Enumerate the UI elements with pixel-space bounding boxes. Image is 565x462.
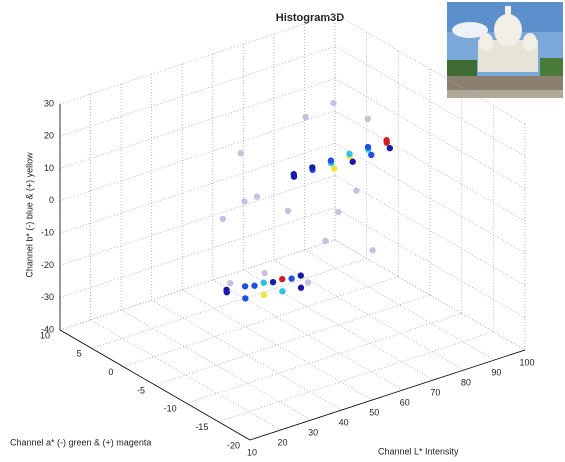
grid-line: [182, 289, 373, 401]
z-tick-label: -10: [41, 228, 54, 238]
y-tick-label: -5: [137, 385, 145, 395]
z-tick-label: -30: [41, 292, 54, 302]
x-axis-label: Channel L* Intensity: [378, 446, 459, 456]
chart-title: Histogram3D: [276, 12, 345, 24]
x-tick-label: 40: [339, 417, 349, 427]
data-point: [290, 171, 297, 178]
grid-line: [212, 279, 403, 391]
grid-line: [334, 78, 526, 189]
data-point: [251, 282, 258, 289]
grid-line: [334, 13, 526, 125]
data-point: [241, 283, 249, 290]
grid-line: [334, 207, 526, 319]
data-point: [297, 272, 304, 279]
axis-line: [59, 329, 251, 441]
data-point: [309, 164, 316, 171]
x-tick-label: 90: [491, 367, 501, 377]
z-tick-label: 30: [44, 98, 54, 108]
grid-line: [59, 78, 336, 169]
grid-line: [334, 45, 526, 157]
data-point: [369, 247, 376, 254]
data-point: [241, 198, 248, 205]
grid-line: [304, 249, 495, 361]
data-point: [368, 151, 375, 159]
data-point: [383, 137, 390, 144]
data-point: [237, 149, 244, 157]
grid-line: [334, 142, 526, 254]
x-tick-label: 10: [247, 447, 257, 457]
data-point: [260, 279, 267, 286]
data-point: [297, 284, 305, 291]
data-point: [364, 115, 371, 122]
photo-thumbnail: [447, 2, 563, 98]
data-point: [227, 280, 234, 287]
data-point: [279, 288, 286, 295]
grid-line: [59, 207, 336, 299]
data-point: [346, 150, 353, 158]
grid-line: [59, 45, 336, 137]
y-tick-label: 5: [77, 349, 82, 359]
y-axis-label: Channel a* (-) green & (+) magenta: [10, 437, 151, 447]
data-point: [288, 275, 295, 282]
grid-line: [59, 110, 336, 202]
grid-line: [120, 309, 312, 421]
z-tick-label: -40: [41, 324, 54, 334]
z-tick-label: 0: [49, 195, 54, 205]
data-point: [322, 237, 329, 245]
data-point: [223, 289, 230, 296]
grid-line: [334, 175, 526, 286]
data-point: [242, 295, 249, 302]
grid-line: [218, 331, 494, 423]
x-tick-label: 60: [400, 397, 410, 407]
grid-line: [334, 239, 526, 351]
y-tick-label: -20: [227, 440, 240, 450]
data-point: [284, 207, 292, 215]
axis-line: [249, 349, 526, 441]
grid-line: [59, 175, 336, 266]
data-point: [349, 158, 356, 165]
y-tick-label: 10: [40, 330, 50, 340]
data-point: [219, 215, 227, 223]
y-tick-label: -15: [195, 422, 208, 432]
data-point: [335, 208, 342, 216]
data-point: [261, 269, 268, 277]
x-tick-label: 20: [278, 437, 288, 447]
grid-line: [59, 13, 336, 105]
data-point: [302, 113, 309, 121]
data-point: [327, 157, 335, 164]
x-tick-label: 80: [461, 377, 471, 387]
grid-line: [186, 312, 462, 404]
z-tick-label: 10: [44, 163, 54, 173]
grid-line: [334, 110, 526, 222]
z-tick-label: 20: [44, 131, 54, 141]
grid-line: [123, 276, 399, 368]
grid-line: [90, 319, 281, 431]
data-point: [330, 99, 337, 107]
grid-line: [154, 294, 431, 386]
data-point: [364, 143, 372, 151]
data-point: [386, 144, 394, 152]
y-tick-label: 0: [108, 367, 113, 377]
x-tick-label: 50: [369, 407, 379, 417]
grid-line: [59, 142, 336, 234]
data-point: [260, 291, 268, 299]
grid-line: [59, 239, 336, 331]
data-point: [269, 278, 277, 286]
data-point: [253, 193, 261, 200]
x-tick-label: 30: [308, 427, 318, 437]
z-tick-label: -20: [41, 260, 54, 270]
z-axis-label: Channel b* (-) blue & (+) yellow: [24, 152, 34, 278]
data-point: [279, 275, 286, 283]
data-point: [353, 187, 360, 194]
y-tick-label: -10: [164, 404, 177, 414]
data-point: [330, 165, 338, 172]
x-tick-label: 100: [519, 357, 534, 367]
data-point: [304, 279, 312, 286]
grid-line: [91, 257, 367, 349]
x-tick-label: 70: [430, 387, 440, 397]
